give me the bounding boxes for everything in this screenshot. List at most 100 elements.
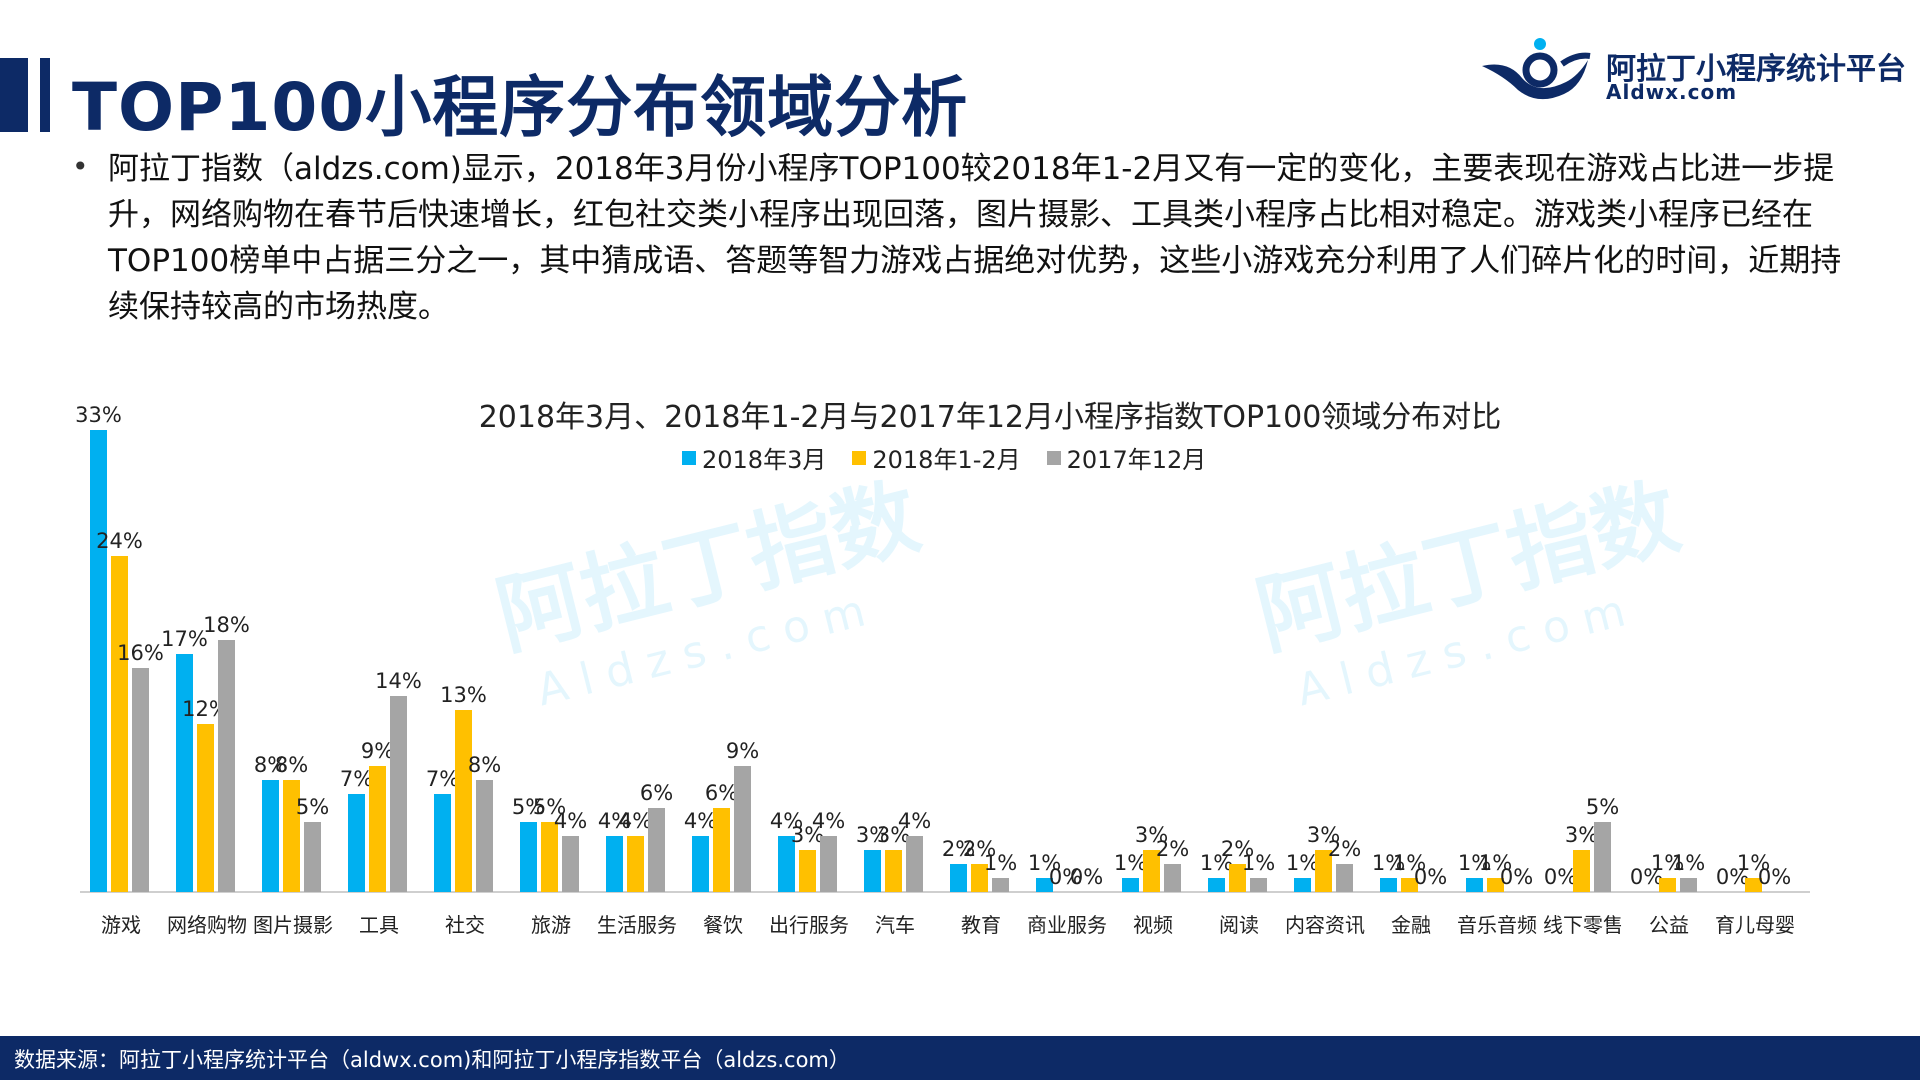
bar xyxy=(864,850,881,892)
footer-bar: 数据来源：阿拉丁小程序统计平台（aldwx.com)和阿拉丁小程序指数平台（al… xyxy=(0,1036,1920,1080)
data-label: 1% xyxy=(1479,851,1512,875)
category-label: 育儿母婴 xyxy=(1715,913,1795,937)
data-label: 4% xyxy=(812,809,845,833)
data-label: 0% xyxy=(1049,865,1082,889)
category-label: 商业服务 xyxy=(1027,913,1107,937)
bar xyxy=(390,696,407,892)
data-label: 3% xyxy=(1135,823,1168,847)
data-label: 1% xyxy=(1372,851,1405,875)
bar xyxy=(1164,864,1181,892)
bar-chart: 33%24%16%游戏17%12%18%网络购物8%8%5%图片摄影7%9%14… xyxy=(75,403,1810,937)
category-label: 公益 xyxy=(1649,913,1689,937)
data-label: 4% xyxy=(598,809,631,833)
bar xyxy=(1336,864,1353,892)
legend-label-s2: 2018年1-2月 xyxy=(872,446,1021,474)
data-label: 1% xyxy=(1028,851,1061,875)
bar xyxy=(283,780,300,892)
bar xyxy=(348,794,365,892)
category-label: 网络购物 xyxy=(167,913,247,937)
bar xyxy=(1487,878,1504,892)
data-label: 5% xyxy=(533,795,566,819)
bar xyxy=(1401,878,1418,892)
data-label: 6% xyxy=(705,781,738,805)
bar xyxy=(1143,850,1160,892)
data-label: 2% xyxy=(1328,837,1361,861)
data-label: 6% xyxy=(640,781,673,805)
data-label: 3% xyxy=(856,823,889,847)
data-label: 3% xyxy=(877,823,910,847)
bar xyxy=(1036,878,1053,892)
chart-legend: 2018年3月 2018年1-2月 2017年12月 xyxy=(682,440,1206,475)
bar xyxy=(1466,878,1483,892)
chart-title: 2018年3月、2018年1-2月与2017年12月小程序指数TOP100领域分… xyxy=(478,400,1502,435)
bar xyxy=(1315,850,1332,892)
bar xyxy=(176,654,193,892)
data-label: 5% xyxy=(1586,795,1619,819)
data-label: 5% xyxy=(512,795,545,819)
data-label: 2% xyxy=(1156,837,1189,861)
bar xyxy=(541,822,558,892)
legend-swatch-s1 xyxy=(682,450,696,465)
category-label: 出行服务 xyxy=(769,913,849,937)
category-label: 阅读 xyxy=(1219,913,1259,937)
bar xyxy=(369,766,386,892)
category-label: 游戏 xyxy=(101,913,141,937)
legend-item-s2: 2018年1-2月 xyxy=(852,440,1021,475)
bullet-marker: • xyxy=(72,150,89,183)
legend-label-s1: 2018年3月 xyxy=(702,446,827,474)
logo-lamp-icon xyxy=(1482,38,1591,100)
bar xyxy=(1594,822,1611,892)
bar xyxy=(778,836,795,892)
bar xyxy=(713,808,730,892)
bar xyxy=(1294,878,1311,892)
category-label: 视频 xyxy=(1133,913,1173,937)
bar xyxy=(476,780,493,892)
logo-text-en: Aldwx.com xyxy=(1606,80,1738,104)
category-label: 生活服务 xyxy=(597,913,677,937)
bar xyxy=(90,430,107,892)
bar xyxy=(434,794,451,892)
bar xyxy=(1380,878,1397,892)
category-label: 旅游 xyxy=(531,913,571,937)
data-label: 8% xyxy=(254,753,287,777)
data-label: 4% xyxy=(684,809,717,833)
category-label: 社交 xyxy=(445,913,485,937)
data-label: 1% xyxy=(984,851,1017,875)
bar xyxy=(606,836,623,892)
data-label: 0% xyxy=(1500,865,1533,889)
data-label: 1% xyxy=(1458,851,1491,875)
data-label: 9% xyxy=(726,739,759,763)
bar xyxy=(132,668,149,892)
bar xyxy=(648,808,665,892)
bar xyxy=(885,850,902,892)
data-label: 1% xyxy=(1737,851,1770,875)
logo-text-cn: 阿拉丁小程序统计平台 xyxy=(1606,52,1906,87)
data-label: 7% xyxy=(340,767,373,791)
category-label: 餐饮 xyxy=(703,913,743,937)
bar xyxy=(1122,878,1139,892)
data-label: 3% xyxy=(1565,823,1598,847)
bar xyxy=(520,822,537,892)
bar xyxy=(562,836,579,892)
data-label: 0% xyxy=(1544,865,1577,889)
bar xyxy=(950,864,967,892)
data-label: 1% xyxy=(1286,851,1319,875)
bar xyxy=(692,836,709,892)
category-label: 音乐音频 xyxy=(1457,913,1537,937)
bar xyxy=(262,780,279,892)
data-label: 1% xyxy=(1200,851,1233,875)
bar xyxy=(906,836,923,892)
data-label: 4% xyxy=(770,809,803,833)
data-label: 0% xyxy=(1630,865,1663,889)
bar xyxy=(820,836,837,892)
data-label: 24% xyxy=(96,529,143,553)
title-accent-bar xyxy=(0,58,28,132)
summary-paragraph: 阿拉丁指数（aldzs.com)显示，2018年3月份小程序TOP100较201… xyxy=(108,151,1842,325)
bar xyxy=(1573,850,1590,892)
bar xyxy=(1208,878,1225,892)
data-label: 8% xyxy=(468,753,501,777)
data-label: 4% xyxy=(898,809,931,833)
category-label: 内容资讯 xyxy=(1285,913,1365,937)
bar xyxy=(734,766,751,892)
data-label: 1% xyxy=(1651,851,1684,875)
